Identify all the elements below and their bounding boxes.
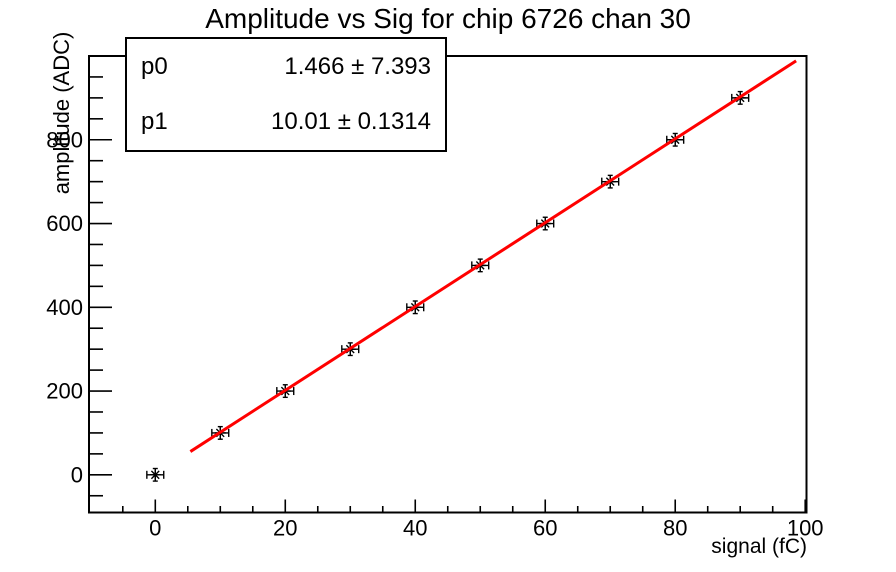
- y-tick-label: 600: [46, 211, 83, 236]
- x-tick-label: 0: [149, 516, 161, 541]
- data-point-marker: [150, 470, 160, 480]
- fit-param-p0-label: p0: [141, 52, 168, 80]
- chart-title: Amplitude vs Sig for chip 6726 chan 30: [205, 3, 691, 34]
- fit-param-p0-value: 1.466 ± 7.393: [284, 52, 431, 80]
- x-tick-label: 40: [403, 516, 427, 541]
- x-tick-label: 60: [533, 516, 557, 541]
- y-tick-label: 400: [46, 295, 83, 320]
- stats-row-p0: p0 1.466 ± 7.393: [127, 39, 445, 95]
- stats-row-p1: p1 10.01 ± 0.1314: [127, 95, 445, 151]
- y-tick-label: 200: [46, 379, 83, 404]
- stats-box: p0 1.466 ± 7.393 p1 10.01 ± 0.1314: [125, 37, 447, 152]
- x-tick-label: 100: [787, 516, 824, 541]
- fit-param-p1-label: p1: [141, 108, 168, 136]
- x-axis-title: signal (fC): [711, 535, 807, 558]
- x-tick-label: 80: [663, 516, 687, 541]
- x-tick-label: 20: [273, 516, 297, 541]
- y-tick-label: 0: [71, 463, 83, 488]
- y-tick-label: 800: [46, 127, 83, 152]
- fit-param-p1-value: 10.01 ± 0.1314: [271, 108, 431, 136]
- y-axis-title: amplitude (ADC): [49, 31, 74, 195]
- fit-line: [189, 59, 797, 453]
